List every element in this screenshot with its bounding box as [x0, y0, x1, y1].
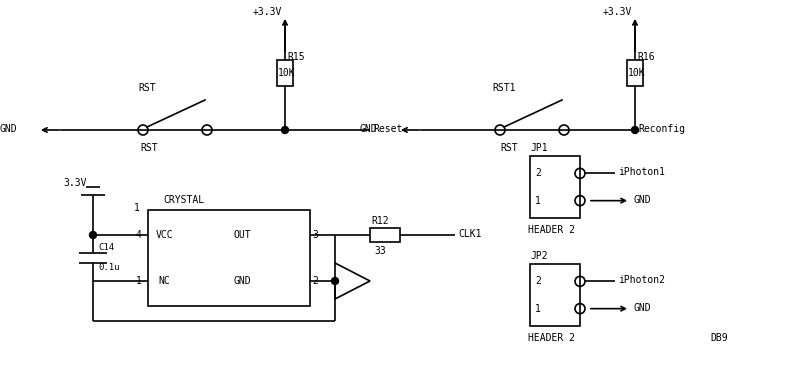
Text: +3.3V: +3.3V	[252, 7, 282, 17]
Text: R15: R15	[287, 52, 305, 62]
Text: DB9: DB9	[710, 333, 728, 343]
Bar	[148, 210, 310, 306]
Bar	[370, 228, 400, 242]
Text: VCC: VCC	[156, 230, 174, 240]
Text: RST: RST	[138, 83, 156, 93]
Text: CLK1: CLK1	[458, 229, 482, 239]
Text: 0.1u: 0.1u	[98, 264, 119, 273]
Text: 1: 1	[136, 276, 142, 286]
Text: iPhoton1: iPhoton1	[618, 168, 665, 177]
Text: C14: C14	[98, 244, 114, 252]
Text: HEADER 2: HEADER 2	[528, 225, 575, 235]
Text: +3.3V: +3.3V	[602, 7, 632, 17]
Text: 1: 1	[134, 203, 140, 213]
Text: 4: 4	[136, 230, 142, 240]
Text: iPhoton2: iPhoton2	[618, 275, 665, 285]
Circle shape	[282, 127, 289, 134]
Text: GND: GND	[0, 124, 18, 134]
Text: R12: R12	[371, 216, 389, 226]
Text: 10K: 10K	[628, 68, 646, 78]
Bar	[530, 264, 580, 326]
Text: Reset: Reset	[373, 124, 402, 134]
Text: RST: RST	[500, 143, 518, 153]
Text: 2: 2	[535, 168, 541, 178]
Text: JP2: JP2	[530, 251, 548, 261]
Text: 33: 33	[374, 246, 386, 256]
Circle shape	[631, 127, 638, 134]
Text: 1: 1	[535, 196, 541, 206]
Text: GND: GND	[233, 276, 250, 286]
Text: R16: R16	[637, 52, 654, 62]
Circle shape	[331, 278, 338, 284]
Text: GND: GND	[360, 124, 378, 134]
Text: OUT: OUT	[233, 230, 250, 240]
Circle shape	[90, 232, 97, 239]
Bar	[627, 60, 643, 86]
Text: RST: RST	[140, 143, 158, 153]
Bar	[277, 60, 293, 86]
Text: GND: GND	[633, 195, 650, 205]
Text: NC: NC	[158, 276, 170, 286]
Text: 1: 1	[535, 304, 541, 314]
Text: Reconfig: Reconfig	[638, 124, 685, 134]
Bar	[530, 156, 580, 218]
Text: HEADER 2: HEADER 2	[528, 333, 575, 343]
Text: 3: 3	[312, 230, 318, 240]
Text: RST1: RST1	[492, 83, 515, 93]
Text: 10K: 10K	[278, 68, 296, 78]
Text: 2: 2	[312, 276, 318, 286]
Text: CRYSTAL: CRYSTAL	[163, 195, 204, 205]
Text: 2: 2	[535, 276, 541, 286]
Text: GND: GND	[633, 303, 650, 313]
Text: JP1: JP1	[530, 143, 548, 153]
Text: 3.3V: 3.3V	[63, 178, 86, 188]
